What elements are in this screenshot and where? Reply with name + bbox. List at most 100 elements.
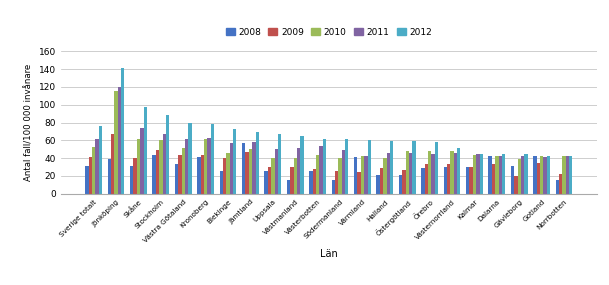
Bar bbox=[294, 158, 297, 194]
Bar bbox=[297, 148, 300, 194]
Bar bbox=[137, 139, 140, 194]
Bar bbox=[309, 171, 312, 194]
Bar bbox=[89, 157, 92, 194]
Bar bbox=[300, 136, 304, 194]
Bar bbox=[435, 142, 438, 194]
Bar bbox=[230, 143, 233, 194]
Bar bbox=[249, 149, 252, 194]
Bar bbox=[111, 134, 114, 194]
Bar bbox=[454, 153, 457, 194]
Bar bbox=[245, 152, 249, 194]
Bar bbox=[96, 139, 99, 194]
Bar bbox=[533, 156, 537, 194]
Bar bbox=[364, 156, 367, 194]
Bar bbox=[252, 142, 256, 194]
Bar bbox=[275, 149, 278, 194]
Bar bbox=[108, 159, 111, 194]
Bar bbox=[502, 154, 505, 194]
Bar bbox=[390, 141, 393, 194]
Bar bbox=[354, 157, 357, 194]
Bar bbox=[220, 171, 223, 194]
Bar bbox=[421, 168, 424, 194]
Bar bbox=[188, 123, 192, 194]
Bar bbox=[339, 158, 342, 194]
Bar bbox=[271, 158, 275, 194]
Bar bbox=[376, 175, 380, 194]
Bar bbox=[342, 150, 345, 194]
Bar bbox=[278, 134, 281, 194]
Bar bbox=[562, 156, 566, 194]
Bar bbox=[357, 172, 361, 194]
Bar bbox=[207, 138, 211, 194]
Bar bbox=[319, 146, 323, 194]
Bar bbox=[555, 180, 559, 194]
Bar bbox=[133, 158, 137, 194]
Bar bbox=[543, 157, 547, 194]
Bar bbox=[175, 164, 178, 194]
Bar bbox=[488, 156, 492, 194]
Bar bbox=[178, 154, 181, 194]
Bar bbox=[118, 87, 121, 194]
Bar bbox=[402, 170, 406, 194]
Bar bbox=[200, 154, 204, 194]
Bar bbox=[399, 175, 402, 194]
Bar bbox=[268, 167, 271, 194]
Bar bbox=[470, 167, 473, 194]
Bar bbox=[316, 154, 319, 194]
Bar bbox=[264, 171, 268, 194]
Bar bbox=[514, 176, 518, 194]
Bar bbox=[204, 139, 207, 194]
Bar bbox=[290, 167, 294, 194]
Bar bbox=[152, 154, 156, 194]
Bar bbox=[223, 158, 227, 194]
Bar bbox=[114, 91, 118, 194]
Bar bbox=[211, 124, 214, 194]
Bar bbox=[387, 153, 390, 194]
X-axis label: Län: Län bbox=[320, 249, 338, 259]
Legend: 2008, 2009, 2010, 2011, 2012: 2008, 2009, 2010, 2011, 2012 bbox=[222, 25, 435, 41]
Bar bbox=[428, 151, 431, 194]
Bar bbox=[476, 154, 479, 194]
Bar bbox=[495, 156, 499, 194]
Bar bbox=[197, 157, 200, 194]
Bar bbox=[492, 164, 495, 194]
Bar bbox=[540, 156, 543, 194]
Bar bbox=[569, 156, 572, 194]
Bar bbox=[457, 148, 460, 194]
Bar bbox=[144, 107, 147, 194]
Bar bbox=[537, 163, 540, 194]
Y-axis label: Antal fall/100 000 invånare: Antal fall/100 000 invånare bbox=[24, 64, 33, 181]
Bar bbox=[156, 150, 159, 194]
Bar bbox=[85, 166, 89, 194]
Bar bbox=[431, 154, 435, 194]
Bar bbox=[499, 156, 502, 194]
Bar bbox=[367, 141, 371, 194]
Bar bbox=[163, 134, 166, 194]
Bar bbox=[227, 153, 230, 194]
Bar bbox=[361, 156, 364, 194]
Bar bbox=[383, 158, 387, 194]
Bar bbox=[121, 68, 124, 194]
Bar bbox=[380, 168, 383, 194]
Bar bbox=[511, 166, 514, 194]
Bar bbox=[159, 141, 163, 194]
Bar bbox=[140, 128, 144, 194]
Bar bbox=[559, 174, 562, 194]
Bar bbox=[444, 167, 447, 194]
Bar bbox=[99, 126, 102, 194]
Bar bbox=[451, 151, 454, 194]
Bar bbox=[335, 171, 339, 194]
Bar bbox=[323, 139, 326, 194]
Bar bbox=[466, 167, 470, 194]
Bar bbox=[424, 164, 428, 194]
Bar bbox=[185, 139, 188, 194]
Bar bbox=[518, 159, 521, 194]
Bar bbox=[332, 180, 335, 194]
Bar bbox=[345, 139, 348, 194]
Bar bbox=[181, 148, 185, 194]
Bar bbox=[566, 156, 569, 194]
Bar bbox=[521, 156, 524, 194]
Bar bbox=[92, 146, 96, 194]
Bar bbox=[447, 164, 451, 194]
Bar bbox=[312, 169, 316, 194]
